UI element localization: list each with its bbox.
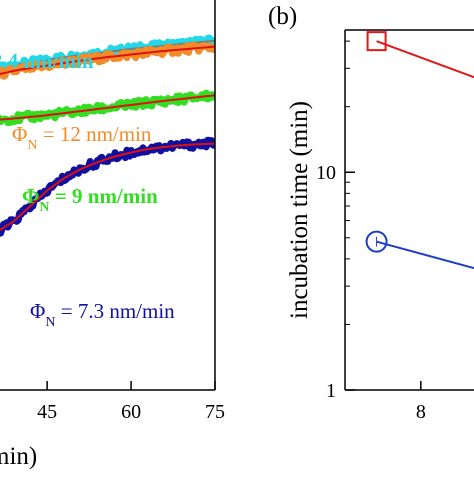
series-fit-7-3 <box>0 142 215 232</box>
series-label-9: ΦN = 9 nm/min <box>22 184 158 215</box>
panel-b-plot-area <box>365 31 474 270</box>
series-fit-12 <box>0 45 215 75</box>
panel-b-x-tick-label-8: 8 <box>416 401 426 423</box>
panel-b-y-axis-title: incubation time (min) <box>286 101 313 319</box>
panel-b-y-tick-label-1: 1 <box>326 380 336 402</box>
series-label-9-text: = 9 nm/min <box>50 184 159 208</box>
series-label-12-text: = 12 nm/min <box>37 122 151 146</box>
series-label-3-4: 3.4 nm/min <box>0 49 94 73</box>
panel-a-x-ticks: 45 60 75 <box>37 381 225 423</box>
series-label-7-3-symbol: Φ <box>30 299 45 323</box>
panel-a-x-tick-label-45: 45 <box>37 401 57 423</box>
series-label-7-3-sub: N <box>45 315 55 330</box>
series-label-3-4-text: 3.4 nm/min <box>0 49 94 73</box>
panel-b-label: (b) <box>268 3 297 30</box>
series-label-12-sub: N <box>27 138 37 153</box>
panel-b-y-tick-label-10: 10 <box>316 162 336 184</box>
series-label-7-3: ΦN = 7.3 nm/min <box>30 299 175 330</box>
panel-b-series-line-blue <box>376 240 474 270</box>
panel-a-x-tick-label-60: 60 <box>121 401 141 423</box>
series-label-9-symbol: Φ <box>22 184 39 208</box>
series-label-12: ΦN = 12 nm/min <box>12 122 152 153</box>
series-label-9-sub: N <box>39 200 49 215</box>
panel-b-series-line-red <box>376 40 474 79</box>
series-label-7-3-text: = 7.3 nm/min <box>55 299 175 323</box>
panel-a-x-axis-title: min) <box>0 443 37 470</box>
panel-b: (b) incubation time (min) 1 10 8 <box>268 3 474 423</box>
series-fit-9 <box>0 94 215 121</box>
series-label-12-symbol: Φ <box>12 122 27 146</box>
panel-b-square-marker <box>366 31 387 52</box>
panel-b-ticks: 1 10 8 <box>316 40 426 423</box>
panel-b-circle-marker <box>365 230 388 253</box>
panel-a-plot-area <box>0 34 215 237</box>
panel-a-x-tick-label-75: 75 <box>205 401 225 423</box>
